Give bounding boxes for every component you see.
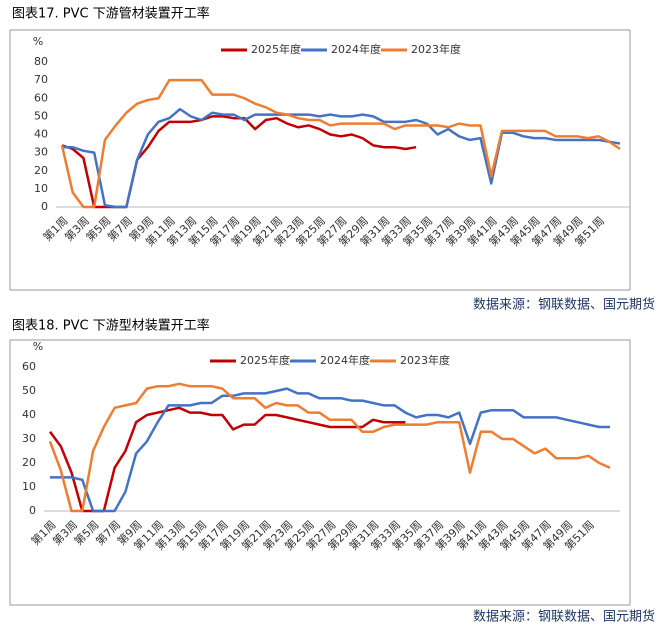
series-line (61, 115, 417, 209)
y-tick-label: 20 (22, 456, 36, 469)
y-tick-label: 30 (34, 146, 48, 159)
source-note: 数据来源：钢联数据、国元期货 (473, 297, 655, 313)
y-tick-label: 10 (34, 182, 48, 195)
y-tick-label: 0 (41, 200, 48, 213)
legend-label: 2025年度 (240, 353, 290, 367)
y-axis-unit: % (33, 35, 43, 48)
y-tick-label: 40 (22, 408, 36, 421)
y-tick-label: 10 (22, 480, 36, 493)
panel-frame (9, 29, 631, 291)
y-axis-unit: % (33, 340, 43, 353)
y-tick-label: 20 (34, 164, 48, 177)
y-tick-label: 40 (34, 128, 48, 141)
y-tick-label: 70 (34, 73, 48, 86)
series-line (50, 387, 610, 513)
y-tick-label: 50 (34, 109, 48, 122)
chart-title: 图表18. PVC 下游型材装置开工率 (12, 318, 210, 334)
source-note: 数据来源：钢联数据、国元期货 (473, 609, 655, 625)
chart-title: 图表17. PVC 下游管材装置开工率 (12, 6, 210, 22)
y-tick-label: 50 (22, 384, 36, 397)
legend-label: 2023年度 (400, 353, 450, 367)
legend-label: 2024年度 (320, 353, 370, 367)
y-tick-label: 60 (22, 360, 36, 373)
series-line (48, 406, 406, 513)
panel-frame (9, 339, 631, 606)
y-tick-label: 0 (29, 504, 36, 517)
series-line (62, 107, 621, 209)
y-tick-label: 80 (34, 55, 48, 68)
legend-label: 2024年度 (331, 42, 381, 56)
y-tick-label: 30 (22, 432, 36, 445)
legend-label: 2025年度 (251, 42, 301, 56)
legend-label: 2023年度 (411, 42, 461, 56)
series-line (60, 78, 621, 209)
series-line (48, 382, 611, 513)
y-tick-label: 60 (34, 91, 48, 104)
